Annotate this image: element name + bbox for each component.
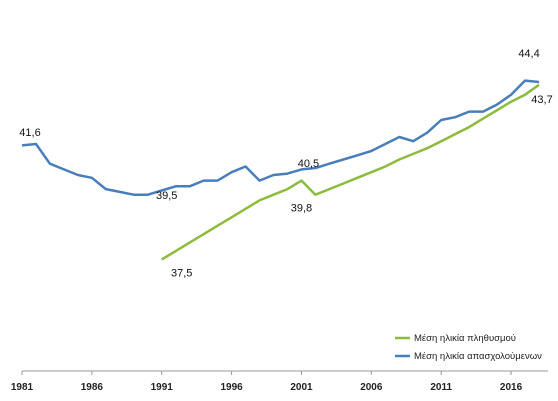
x-tick-label: 2011	[430, 382, 452, 393]
data-label: 37,5	[171, 268, 192, 280]
series-layer	[21, 79, 540, 261]
x-tick-label: 2001	[290, 382, 313, 393]
legend-label-population: Μέση ηλικία πληθυσμού	[414, 333, 516, 344]
data-label: 39,5	[156, 190, 177, 202]
data-label: 41,6	[19, 127, 40, 139]
x-axis-ticks: 1981 1986 1991 1996 2001 2006 2011 2016	[11, 371, 523, 393]
x-tick-label: 1986	[81, 382, 104, 393]
data-label: 40,5	[298, 158, 319, 170]
x-tick-label: 1996	[220, 382, 243, 393]
data-label: 39,8	[291, 203, 312, 215]
legend-label-employed: Μέση ηλικία απασχολούμενων	[414, 351, 542, 362]
series-line-employed	[21, 79, 540, 196]
legend: Μέση ηλικία πληθυσμού Μέση ηλικία απασχο…	[395, 333, 542, 362]
x-tick-label: 1991	[151, 382, 174, 393]
x-tick-label: 2006	[360, 382, 383, 393]
data-label: 44,4	[518, 48, 539, 60]
data-labels: 37,5 39,8 43,7 41,6 39,5 40,5 44,4	[19, 48, 552, 279]
series-line-population	[161, 83, 540, 261]
x-tick-label: 1981	[11, 382, 34, 393]
x-tick-label: 2016	[500, 382, 523, 393]
data-label: 43,7	[531, 94, 552, 106]
